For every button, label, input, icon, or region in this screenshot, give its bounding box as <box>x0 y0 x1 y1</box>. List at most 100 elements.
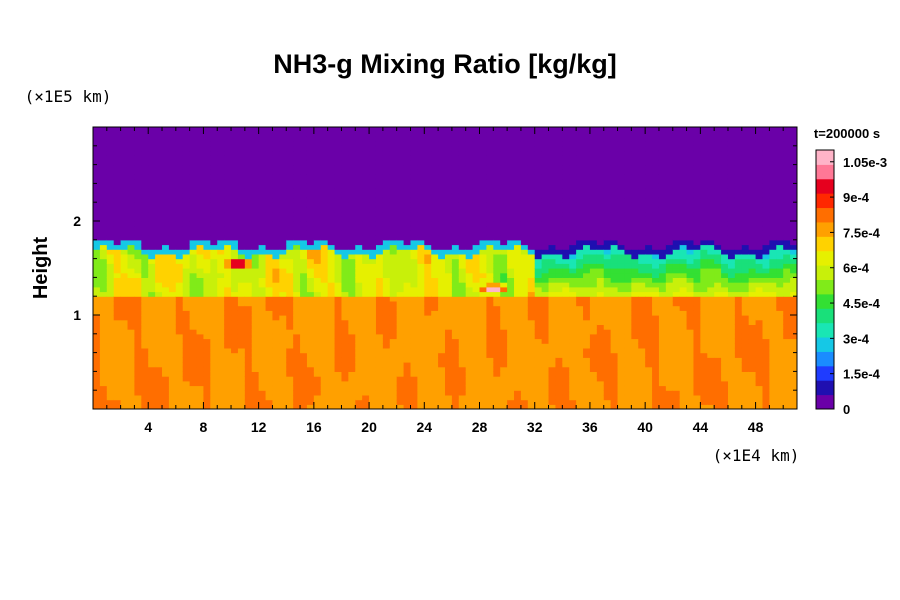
heatmap-cell <box>507 258 515 264</box>
heatmap-cell <box>224 263 232 269</box>
heatmap-cell <box>237 371 246 377</box>
heatmap-cell <box>300 169 308 175</box>
heatmap-cell <box>375 192 384 199</box>
heatmap-cell <box>168 183 177 189</box>
heatmap-cell <box>589 277 598 283</box>
heatmap-cell <box>652 277 660 283</box>
heatmap-cell <box>355 169 363 175</box>
heatmap-cell <box>355 178 363 184</box>
heatmap-cell <box>451 145 460 152</box>
heatmap-cell <box>286 235 294 241</box>
heatmap-cell <box>548 192 557 199</box>
heatmap-cell <box>203 272 211 278</box>
heatmap-cell <box>424 235 432 241</box>
heatmap-cell <box>196 244 205 250</box>
heatmap-cell <box>189 329 198 335</box>
heatmap-cell <box>583 305 591 311</box>
heatmap-cell <box>520 296 529 302</box>
heatmap-cell <box>182 159 191 166</box>
heatmap-cell <box>106 347 115 354</box>
heatmap-cell <box>486 371 494 377</box>
heatmap-cell <box>652 244 660 250</box>
heatmap-cell <box>658 272 667 278</box>
heatmap-cell <box>334 258 343 264</box>
heatmap-cell <box>424 211 432 217</box>
heatmap-cell <box>113 127 122 133</box>
heatmap-cell <box>175 221 184 227</box>
heatmap-cell <box>500 249 508 255</box>
heatmap-cell <box>293 291 301 297</box>
heatmap-cell <box>286 291 294 297</box>
heatmap-cell <box>279 366 287 372</box>
heatmap-cell <box>658 296 667 302</box>
heatmap-cell <box>196 272 205 278</box>
heatmap-cell <box>438 357 446 363</box>
heatmap-cell <box>258 357 267 363</box>
heatmap-cell <box>486 141 494 147</box>
heatmap-cell <box>396 150 405 156</box>
heatmap-cell <box>348 376 356 382</box>
heatmap-cell <box>603 155 612 161</box>
heatmap-cell <box>182 230 191 236</box>
heatmap-cell <box>520 324 529 330</box>
heatmap-cell <box>569 385 577 391</box>
heatmap-cell <box>286 394 294 401</box>
heatmap-cell <box>638 380 646 387</box>
heatmap-cell <box>355 315 363 321</box>
heatmap-cell <box>224 188 232 194</box>
heatmap-cell <box>527 319 536 325</box>
heatmap-cell <box>658 202 667 208</box>
heatmap-cell <box>306 380 315 387</box>
heatmap-cell <box>507 183 515 189</box>
heatmap-cell <box>258 291 267 297</box>
heatmap-cell <box>272 310 280 316</box>
heatmap-cell <box>500 164 508 170</box>
heatmap-cell <box>231 221 239 227</box>
heatmap-cell <box>134 263 142 269</box>
heatmap-cell <box>479 192 488 199</box>
heatmap-cell <box>658 305 667 311</box>
heatmap-cell <box>596 192 605 199</box>
heatmap-cell <box>189 225 198 231</box>
heatmap-cell <box>631 305 639 311</box>
heatmap-cell <box>279 197 287 203</box>
heatmap-cell <box>527 235 536 241</box>
heatmap-cell <box>99 371 108 377</box>
heatmap-cell <box>603 188 612 194</box>
heatmap-cell <box>583 244 591 250</box>
heatmap-cell <box>148 159 156 166</box>
heatmap-cell <box>562 258 570 264</box>
heatmap-cell <box>645 385 653 391</box>
heatmap-cell <box>155 221 163 227</box>
heatmap-cell <box>237 211 246 217</box>
heatmap-cell <box>562 385 570 391</box>
heatmap-cell <box>272 315 280 321</box>
heatmap-cell <box>127 268 136 274</box>
heatmap-cell <box>265 192 274 199</box>
heatmap-cell <box>93 286 101 293</box>
heatmap-cell <box>472 282 481 288</box>
heatmap-cell <box>514 333 522 340</box>
heatmap-cell <box>610 188 619 194</box>
heatmap-cell <box>196 380 205 387</box>
heatmap-cell <box>658 188 667 194</box>
heatmap-cell <box>120 131 129 137</box>
heatmap-cell <box>610 225 619 231</box>
heatmap-cell <box>445 183 453 189</box>
heatmap-cell <box>389 291 398 297</box>
heatmap-cell <box>610 145 619 152</box>
heatmap-cell <box>583 296 591 302</box>
heatmap-cell <box>645 145 653 152</box>
heatmap-cell <box>631 145 639 152</box>
heatmap-cell <box>589 399 598 405</box>
heatmap-cell <box>375 197 384 203</box>
heatmap-cell <box>134 174 142 180</box>
heatmap-cell <box>610 192 619 199</box>
heatmap-cell <box>465 300 474 307</box>
heatmap-cell <box>403 221 412 227</box>
heatmap-cell <box>658 394 667 401</box>
heatmap-cell <box>445 376 453 382</box>
heatmap-cell <box>162 244 170 250</box>
heatmap-cell <box>348 249 356 255</box>
heatmap-cell <box>417 385 425 391</box>
